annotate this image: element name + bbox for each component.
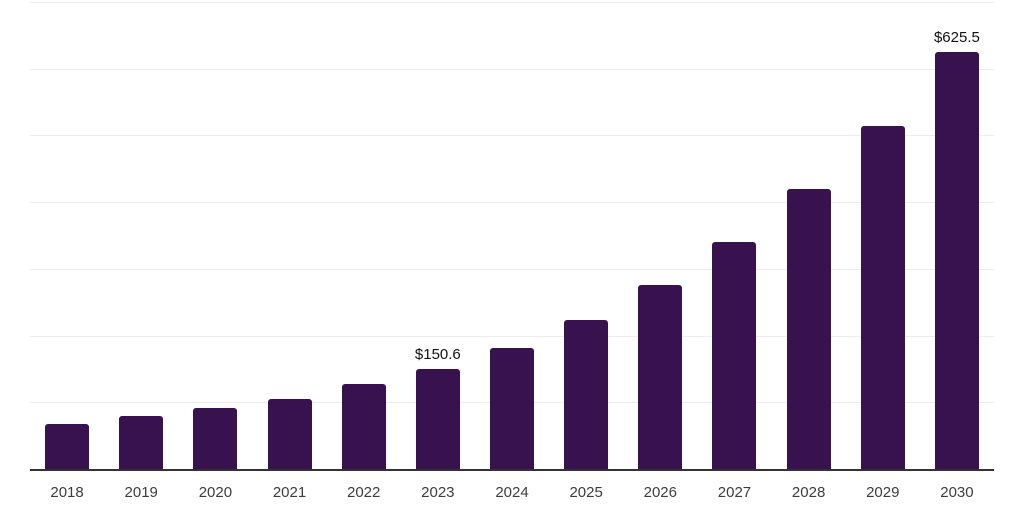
bar-2023 xyxy=(415,368,460,469)
bar-2018 xyxy=(45,424,90,469)
x-tick-label-2019: 2019 xyxy=(124,484,158,501)
x-tick-label-2025: 2025 xyxy=(569,484,603,501)
bar-2027 xyxy=(712,241,757,469)
x-tick-label-2027: 2027 xyxy=(717,484,752,501)
bar-2025 xyxy=(564,319,609,469)
x-tick-label-2022: 2022 xyxy=(347,484,381,501)
gridline-600 xyxy=(30,68,994,70)
x-tick-label-2020: 2020 xyxy=(198,484,233,501)
x-tick-label-2018: 2018 xyxy=(50,484,84,501)
bar-2030 xyxy=(934,51,979,469)
x-axis-line xyxy=(30,469,994,471)
x-tick-label-2023: 2023 xyxy=(421,484,455,501)
bar-value-label-2023: $150.6 xyxy=(414,345,461,363)
bar-2021 xyxy=(267,398,312,469)
bar-value-label-2030: $625.5 xyxy=(933,28,980,46)
gridline-200 xyxy=(30,335,994,337)
x-tick-label-2024: 2024 xyxy=(495,484,529,501)
bar-2022 xyxy=(341,384,386,469)
gridline-300 xyxy=(30,268,994,270)
x-tick-label-2021: 2021 xyxy=(272,484,307,501)
bar-2029 xyxy=(860,126,905,469)
x-tick-label-2029: 2029 xyxy=(866,484,900,501)
x-tick-label-2028: 2028 xyxy=(791,484,826,501)
x-tick-label-2030: 2030 xyxy=(940,484,974,501)
bar-2028 xyxy=(786,188,831,469)
gridline-700 xyxy=(30,2,994,3)
x-tick-label-2026: 2026 xyxy=(643,484,677,501)
bar-2026 xyxy=(638,284,683,469)
bar-2024 xyxy=(490,347,534,469)
gridline-500 xyxy=(30,135,994,137)
bar-2019 xyxy=(119,416,164,469)
bar-2020 xyxy=(193,408,238,469)
gridline-400 xyxy=(30,202,994,204)
